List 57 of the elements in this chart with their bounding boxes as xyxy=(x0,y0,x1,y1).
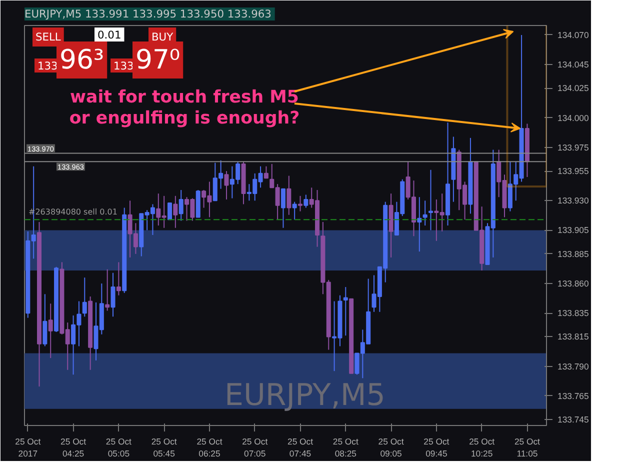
y-tick-label: 133.765 xyxy=(558,390,589,401)
y-tick-label: 134.025 xyxy=(558,83,589,94)
candlestick xyxy=(304,194,308,208)
x-tick-label: 25 Oct 08:25 xyxy=(332,436,359,458)
candlestick xyxy=(280,188,286,228)
candlestick xyxy=(116,262,121,296)
candlestick xyxy=(298,195,303,212)
x-tick-label: 25 Oct 10:25 xyxy=(469,436,496,458)
candlestick xyxy=(422,200,428,226)
annotation: BUY xyxy=(152,30,174,44)
annotation: 133 xyxy=(114,60,134,72)
x-tick-label: 25 Oct 04:25 xyxy=(60,436,87,458)
y-tick-label: 134.000 xyxy=(558,112,589,123)
x-tick-label: 25 Oct 05:05 xyxy=(106,436,132,458)
candlestick xyxy=(224,170,229,200)
candlestick xyxy=(343,286,348,336)
candlestick xyxy=(292,201,297,220)
candlestick xyxy=(105,268,110,312)
y-tick-label: 133.975 xyxy=(558,142,589,152)
y-tick-label: 133.745 xyxy=(558,414,589,425)
x-tick-label: 25 Oct 2017 xyxy=(15,436,42,458)
y-tick-label: 134.070 xyxy=(558,30,589,40)
candlestick xyxy=(417,196,422,252)
candlestick xyxy=(286,175,292,216)
candlestick xyxy=(167,202,172,220)
candlestick xyxy=(110,272,116,318)
y-tick-label: 133.860 xyxy=(558,278,589,288)
x-tick-label: 25 Oct 09:45 xyxy=(424,436,450,458)
candlestick xyxy=(48,303,53,359)
annotation: 96³ xyxy=(60,44,104,76)
annotation: EURJPY,M5 xyxy=(224,378,386,413)
y-tick-label: 133.790 xyxy=(558,361,589,372)
annotation: 97⁰ xyxy=(136,44,180,76)
y-tick-label: 133.905 xyxy=(558,225,589,236)
annotation: 0.01 xyxy=(98,28,122,42)
y-tick-label: 133.815 xyxy=(558,332,589,342)
y-tick-label: 133.930 xyxy=(558,196,589,206)
candlestick xyxy=(178,189,184,222)
candlestick xyxy=(42,294,48,347)
chart-title: EURJPY,M5 133.991 133.995 133.950 133.963 xyxy=(24,8,272,20)
candlestick xyxy=(82,277,87,318)
candlestick xyxy=(428,169,434,231)
candlestick xyxy=(264,166,268,179)
y-tick-label: 134.045 xyxy=(558,60,589,70)
x-tick-label: 25 Oct 07:05 xyxy=(242,436,268,458)
annotation: wait for touch fresh M5 or engulfing is enough? xyxy=(69,88,300,128)
x-tick-label: 25 Oct 11:05 xyxy=(514,436,541,458)
annotation: SELL xyxy=(36,30,61,44)
x-tick-label: 25 Oct 05:45 xyxy=(151,436,178,458)
x-tick-label: 25 Oct 06:25 xyxy=(196,436,223,458)
annotation: 133 xyxy=(38,60,58,72)
x-tick-label: 25 Oct 09:05 xyxy=(378,436,404,458)
y-tick-label: 133.835 xyxy=(558,308,589,318)
y-tick-label: 133.955 xyxy=(558,166,589,176)
y-tick-label: 133.885 xyxy=(558,248,589,259)
x-tick-label: 25 Oct 07:45 xyxy=(288,436,314,458)
candlestick xyxy=(173,195,178,228)
